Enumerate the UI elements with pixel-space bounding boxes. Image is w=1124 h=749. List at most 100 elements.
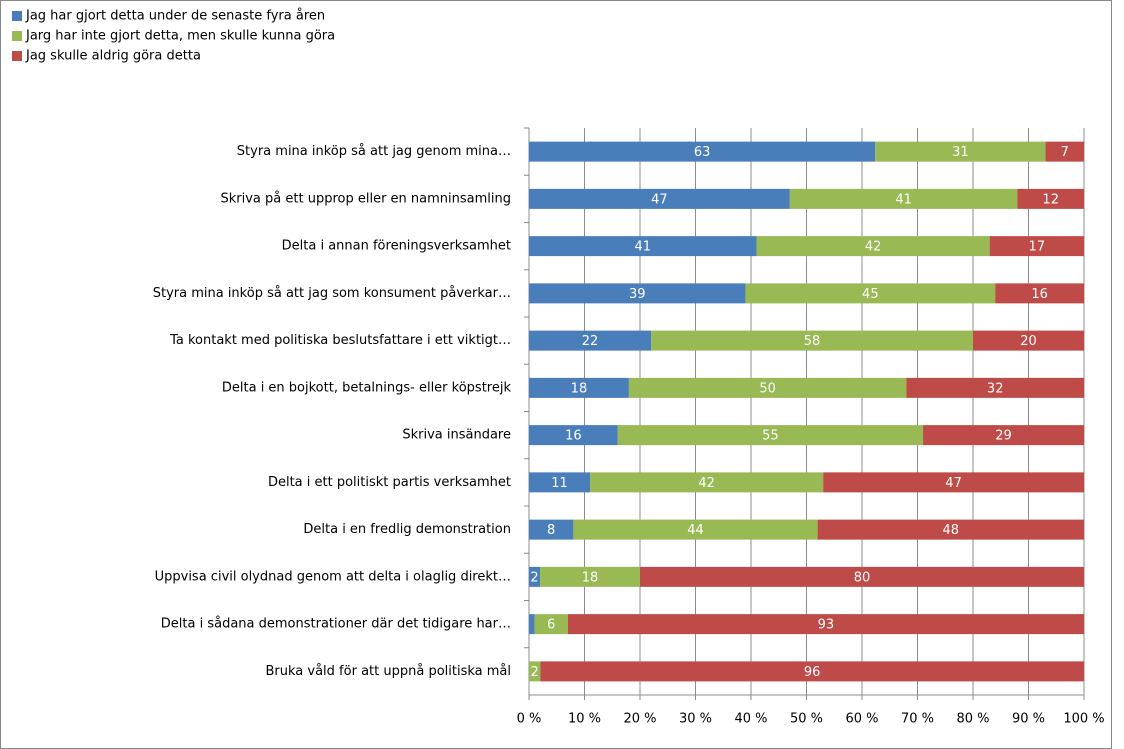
- bar-segment: [745, 283, 996, 304]
- data-label: 80: [854, 570, 871, 585]
- data-label: 20: [1020, 334, 1037, 349]
- x-tick-label: 100 %: [1063, 712, 1104, 727]
- data-label: 12: [1042, 192, 1059, 207]
- bar-segment: [529, 614, 535, 635]
- bar-segment: [906, 377, 1084, 398]
- bar-segment: [923, 425, 1084, 446]
- data-label: 8: [547, 523, 555, 538]
- y-tick-label: Delta i en bojkott, betalnings- eller kö…: [222, 380, 512, 395]
- x-tick-label: 40 %: [734, 712, 767, 727]
- x-tick-label: 80 %: [956, 712, 989, 727]
- x-tick-label: 60 %: [845, 712, 878, 727]
- legend-label: Jag skulle aldrig göra detta: [25, 49, 201, 64]
- bar-segment: [973, 330, 1084, 351]
- data-label: 55: [762, 429, 779, 444]
- data-label: 22: [582, 334, 599, 349]
- bar-segment: [529, 472, 591, 493]
- x-tick-label: 50 %: [790, 712, 823, 727]
- bar-segment: [529, 425, 618, 446]
- data-label: 96: [804, 665, 821, 680]
- data-label: 42: [865, 240, 882, 255]
- bar-segment: [989, 236, 1084, 257]
- data-label: 44: [687, 523, 704, 538]
- x-tick-label: 30 %: [679, 712, 712, 727]
- data-label: 48: [943, 523, 960, 538]
- data-label: 16: [1031, 287, 1048, 302]
- bar-segment: [1017, 188, 1084, 209]
- bar-segment: [529, 566, 541, 587]
- data-label: 41: [635, 240, 652, 255]
- y-tick-label: Styra mina inköp så att jag genom mina…: [237, 144, 511, 159]
- bar-segment: [534, 614, 568, 635]
- legend-label: Jag har gjort detta under de senaste fyr…: [25, 9, 325, 24]
- y-tick-label: Delta i en fredlig demonstration: [303, 522, 511, 537]
- data-label: 16: [565, 429, 582, 444]
- legend-label: Jarg har inte gjort detta, men skulle ku…: [25, 29, 335, 44]
- bar-segment: [529, 661, 541, 682]
- bar-segment: [789, 188, 1018, 209]
- bar-segment: [529, 330, 652, 351]
- legend-swatch: [12, 11, 22, 21]
- bar-segment: [529, 377, 629, 398]
- bar-segment: [995, 283, 1084, 304]
- legend-swatch: [12, 31, 22, 41]
- y-tick-label: Delta i sådana demonstrationer där det t…: [161, 617, 511, 632]
- data-label: 93: [818, 618, 835, 633]
- data-label: 17: [1029, 240, 1046, 255]
- y-tick-label: Bruka våld för att uppnå politiska mål: [266, 664, 512, 679]
- bar-segment: [617, 425, 924, 446]
- data-label: 11: [551, 476, 568, 491]
- y-tick-label: Ta kontakt med politiska beslutsfattare …: [169, 333, 511, 348]
- y-tick-label: Skriva insändare: [402, 428, 511, 443]
- y-tick-label: Uppvisa civil olydnad genom att delta i …: [155, 569, 511, 584]
- data-label: 29: [995, 429, 1012, 444]
- bar-segment: [573, 519, 818, 540]
- data-label: 42: [698, 476, 715, 491]
- data-label: 45: [862, 287, 879, 302]
- data-label: 6: [547, 618, 555, 633]
- data-label: 39: [629, 287, 646, 302]
- x-tick-label: 20 %: [623, 712, 656, 727]
- y-tick-label: Styra mina inköp så att jag som konsumen…: [153, 286, 511, 301]
- data-label: 18: [571, 381, 588, 396]
- bar-segment: [529, 236, 757, 257]
- y-tick-label: Delta i ett politiskt partis verksamhet: [268, 475, 511, 490]
- data-label: 58: [804, 334, 821, 349]
- bar-segment: [817, 519, 1084, 540]
- legend-swatch: [12, 51, 22, 61]
- bar-segment: [823, 472, 1084, 493]
- data-label: 50: [759, 381, 776, 396]
- bar-segment: [756, 236, 990, 257]
- y-tick-label: Delta i annan föreningsverksamhet: [282, 239, 511, 254]
- data-label: 2: [531, 665, 539, 680]
- data-label: 63: [694, 145, 711, 160]
- x-tick-label: 70 %: [901, 712, 934, 727]
- data-label: 18: [582, 570, 599, 585]
- bar-segment: [875, 141, 1046, 162]
- bar-segment: [529, 519, 574, 540]
- data-label: 2: [530, 570, 538, 585]
- data-label: 47: [651, 192, 668, 207]
- bar-segment: [529, 283, 746, 304]
- bar-segment: [567, 614, 1084, 635]
- bar-segment: [529, 188, 790, 209]
- data-label: 47: [945, 476, 962, 491]
- bar-segment: [651, 330, 973, 351]
- data-label: 41: [895, 192, 912, 207]
- bar-segment: [540, 566, 640, 587]
- bar-segment: [540, 661, 1084, 682]
- bar-segment: [590, 472, 824, 493]
- bar-segment: [628, 377, 907, 398]
- data-label: 32: [987, 381, 1004, 396]
- x-tick-label: 0 %: [517, 712, 542, 727]
- bar-segment: [1045, 141, 1084, 162]
- bar-segment: [529, 141, 876, 162]
- x-tick-label: 90 %: [1012, 712, 1045, 727]
- data-label: 7: [1061, 145, 1069, 160]
- y-tick-label: Skriva på ett upprop eller en namninsaml…: [221, 191, 512, 206]
- data-label: 31: [952, 145, 969, 160]
- x-tick-label: 10 %: [568, 712, 601, 727]
- bar-segment: [640, 566, 1084, 587]
